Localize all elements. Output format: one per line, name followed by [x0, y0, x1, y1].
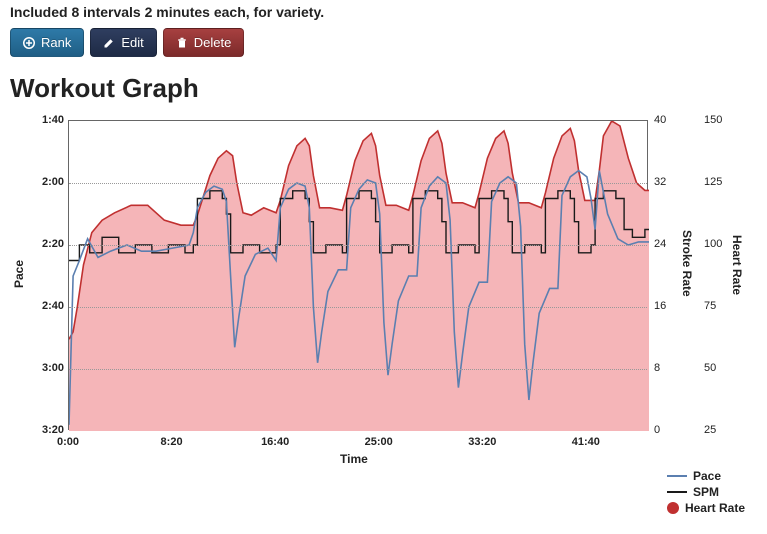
y-tick-hr: 125: [704, 176, 734, 188]
pencil-icon: [103, 37, 115, 49]
workout-description: Included 8 intervals 2 minutes each, for…: [0, 0, 767, 28]
y-tick-hr: 75: [704, 300, 734, 312]
edit-label: Edit: [121, 35, 143, 50]
legend-hr: Heart Rate: [667, 500, 745, 516]
legend-spm: SPM: [667, 484, 745, 500]
delete-label: Delete: [194, 35, 232, 50]
x-tick: 8:20: [147, 436, 197, 448]
action-toolbar: Rank Edit Delete: [0, 28, 767, 67]
y-tick-spm: 0: [654, 424, 684, 436]
plot-svg: [69, 121, 649, 431]
x-tick: 33:20: [457, 436, 507, 448]
y-tick-spm: 24: [654, 238, 684, 250]
y-tick-pace: 2:40: [30, 300, 64, 312]
y-axis-pace-title: Pace: [12, 260, 26, 288]
x-tick: 0:00: [43, 436, 93, 448]
chart-title: Workout Graph: [10, 73, 757, 104]
y-tick-hr: 150: [704, 114, 734, 126]
y-tick-spm: 16: [654, 300, 684, 312]
plus-circle-icon: [23, 37, 35, 49]
legend-pace: Pace: [667, 468, 745, 484]
x-tick: 41:40: [561, 436, 611, 448]
trash-icon: [176, 37, 188, 49]
y-tick-hr: 100: [704, 238, 734, 250]
plot-area: [68, 120, 648, 430]
delete-button[interactable]: Delete: [163, 28, 245, 57]
y-tick-spm: 32: [654, 176, 684, 188]
workout-chart: Pace Stroke Rate Heart Rate Time Pace SP…: [10, 110, 757, 530]
y-tick-pace: 3:20: [30, 424, 64, 436]
x-axis-title: Time: [340, 452, 368, 466]
chart-legend: Pace SPM Heart Rate: [667, 468, 745, 516]
y-tick-hr: 50: [704, 362, 734, 374]
x-tick: 25:00: [354, 436, 404, 448]
rank-label: Rank: [41, 35, 71, 50]
y-tick-hr: 25: [704, 424, 734, 436]
edit-button[interactable]: Edit: [90, 28, 156, 57]
y-tick-spm: 40: [654, 114, 684, 126]
x-tick: 16:40: [250, 436, 300, 448]
y-tick-pace: 3:00: [30, 362, 64, 374]
y-tick-pace: 2:20: [30, 238, 64, 250]
y-tick-pace: 2:00: [30, 176, 64, 188]
y-tick-pace: 1:40: [30, 114, 64, 126]
rank-button[interactable]: Rank: [10, 28, 84, 57]
y-tick-spm: 8: [654, 362, 684, 374]
